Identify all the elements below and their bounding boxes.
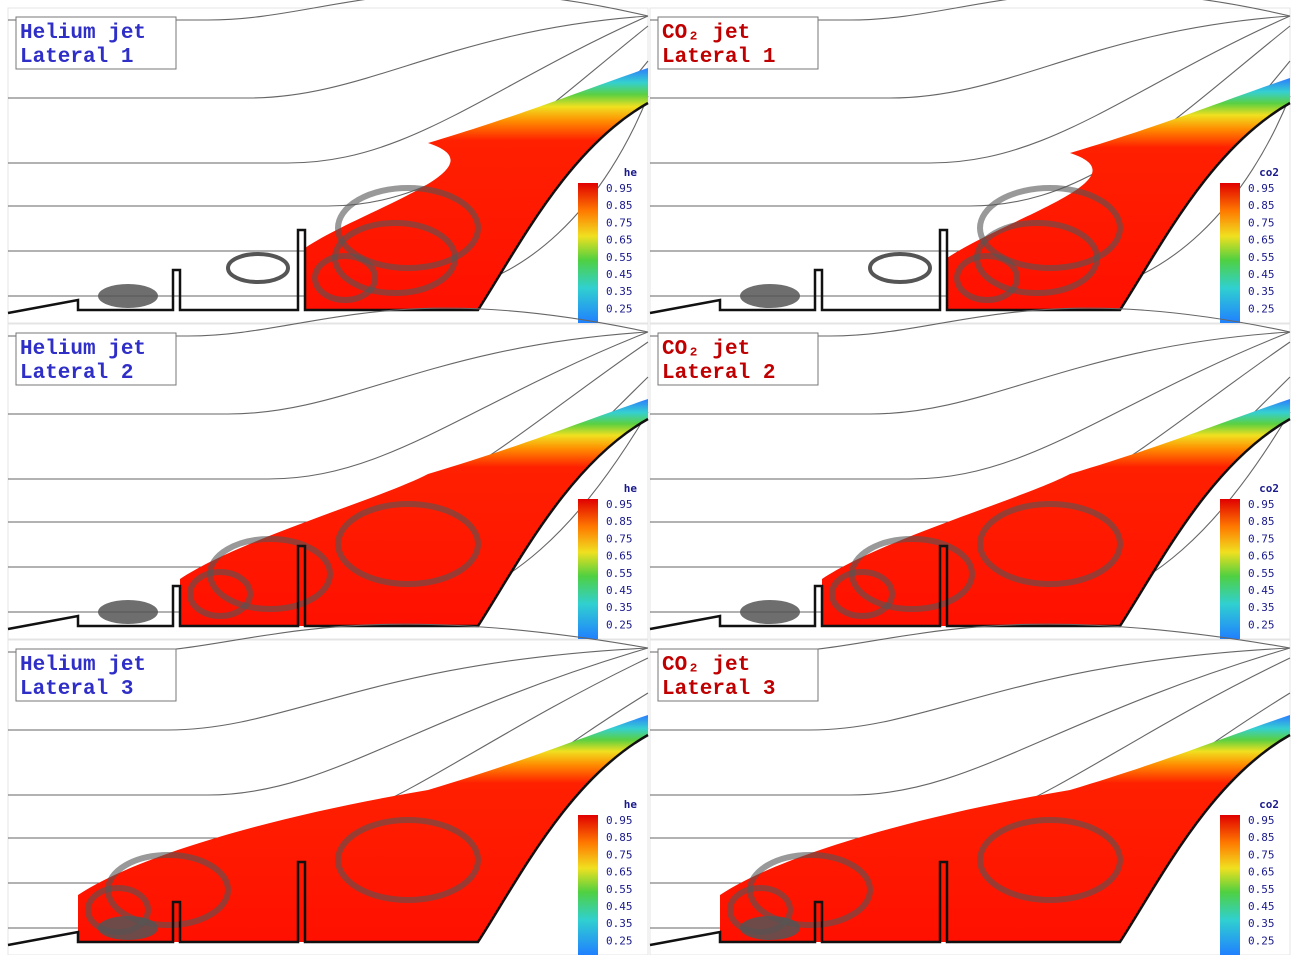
streamline [8, 624, 648, 652]
colorbar-tick-label: 0.75 [606, 216, 633, 229]
colorbar-tick-label: 0.65 [606, 550, 633, 563]
colorbar-tick-label: 0.35 [1248, 601, 1275, 614]
panel-label: Lateral 3 [20, 678, 133, 701]
panel-label: Lateral 3 [662, 678, 775, 701]
colorbar-tick-label: 0.75 [1248, 532, 1275, 545]
colorbar-tick-label: 0.85 [606, 515, 633, 528]
colorbar-tick-label: 0.75 [1248, 216, 1275, 229]
panel-label: Helium jet [20, 654, 146, 677]
colorbar [578, 499, 598, 639]
colorbar-tick-label: 0.85 [606, 199, 633, 212]
colorbar-tick-label: 0.55 [1248, 567, 1275, 580]
panel-label: CO₂ jet [662, 22, 750, 45]
colorbar-tick-label: 0.55 [1248, 883, 1275, 896]
colorbar-tick-label: 0.65 [606, 234, 633, 247]
colorbar-tick-label: 0.25 [606, 934, 633, 947]
colorbar-tick-label: 0.95 [1248, 498, 1275, 511]
colorbar-title: he [624, 482, 638, 495]
colorbar-tick-label: 0.25 [1248, 934, 1275, 947]
colorbar-tick-label: 0.95 [606, 498, 633, 511]
colorbar-tick-label: 0.65 [1248, 550, 1275, 563]
colorbar-tick-label: 0.45 [1248, 268, 1275, 281]
colorbar-tick-label: 0.65 [1248, 866, 1275, 879]
colorbar-title: he [624, 166, 638, 179]
vortex [98, 600, 158, 624]
colorbar-tick-label: 0.35 [1248, 285, 1275, 298]
panel-label: Lateral 1 [662, 46, 775, 69]
colorbar-tick-label: 0.25 [606, 618, 633, 631]
panel-label: Lateral 2 [20, 362, 133, 385]
colorbar [578, 183, 598, 323]
colorbar-tick-label: 0.85 [1248, 831, 1275, 844]
colorbar-tick-label: 0.95 [606, 814, 633, 827]
colorbar-tick-label: 0.45 [606, 584, 633, 597]
colorbar-tick-label: 0.45 [1248, 900, 1275, 913]
colorbar-tick-label: 0.75 [1248, 848, 1275, 861]
colorbar [1220, 183, 1240, 323]
colorbar-tick-label: 0.65 [1248, 234, 1275, 247]
vortex [740, 284, 800, 308]
vortex [98, 284, 158, 308]
colorbar-tick-label: 0.95 [606, 182, 633, 195]
colorbar [1220, 815, 1240, 955]
colorbar-tick-label: 0.95 [1248, 814, 1275, 827]
panel-label: Lateral 1 [20, 46, 133, 69]
vortex [98, 916, 158, 940]
panel-label: CO₂ jet [662, 338, 750, 361]
colorbar-tick-label: 0.85 [606, 831, 633, 844]
figure: Helium jetLateral 1he0.950.850.750.650.5… [0, 0, 1299, 955]
colorbar-tick-label: 0.65 [606, 866, 633, 879]
colorbar-tick-label: 0.55 [606, 251, 633, 264]
panel-label: Lateral 2 [662, 362, 775, 385]
colorbar-tick-label: 0.85 [1248, 515, 1275, 528]
colorbar-tick-label: 0.85 [1248, 199, 1275, 212]
colorbar [578, 815, 598, 955]
colorbar-title: co2 [1259, 166, 1279, 179]
streamline [650, 624, 1290, 652]
colorbar-tick-label: 0.95 [1248, 182, 1275, 195]
streamline [8, 308, 648, 336]
colorbar-tick-label: 0.35 [606, 917, 633, 930]
vortex [740, 916, 800, 940]
colorbar [1220, 499, 1240, 639]
panel-label: CO₂ jet [662, 654, 750, 677]
colorbar-tick-label: 0.45 [1248, 584, 1275, 597]
colorbar-tick-label: 0.45 [606, 268, 633, 281]
vortex [228, 254, 288, 282]
colorbar-tick-label: 0.75 [606, 532, 633, 545]
colorbar-tick-label: 0.45 [606, 900, 633, 913]
vortex [870, 254, 930, 282]
colorbar-tick-label: 0.55 [606, 883, 633, 896]
colorbar-tick-label: 0.55 [606, 567, 633, 580]
colorbar-tick-label: 0.25 [1248, 618, 1275, 631]
colorbar-title: co2 [1259, 798, 1279, 811]
streamline [650, 308, 1290, 336]
colorbar-tick-label: 0.25 [1248, 302, 1275, 315]
panel-label: Helium jet [20, 22, 146, 45]
colorbar-tick-label: 0.35 [606, 285, 633, 298]
colorbar-title: he [624, 798, 638, 811]
colorbar-title: co2 [1259, 482, 1279, 495]
vortex [740, 600, 800, 624]
colorbar-tick-label: 0.35 [1248, 917, 1275, 930]
colorbar-tick-label: 0.35 [606, 601, 633, 614]
colorbar-tick-label: 0.25 [606, 302, 633, 315]
colorbar-tick-label: 0.55 [1248, 251, 1275, 264]
panel-label: Helium jet [20, 338, 146, 361]
colorbar-tick-label: 0.75 [606, 848, 633, 861]
